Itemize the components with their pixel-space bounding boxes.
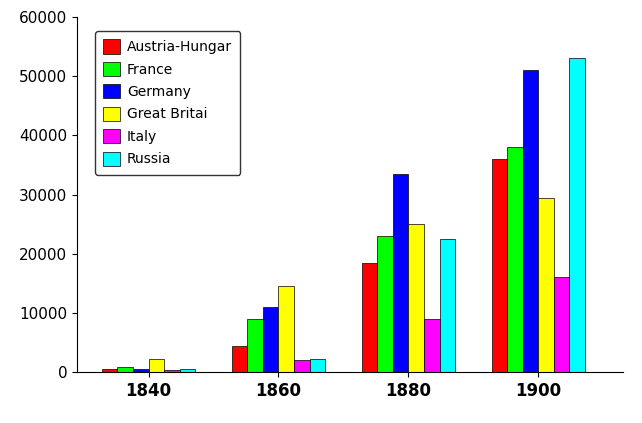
Bar: [309, 359, 325, 372]
Bar: [393, 174, 408, 372]
Bar: [232, 346, 247, 372]
Bar: [294, 360, 309, 372]
Bar: [164, 371, 180, 372]
Legend: Austria-Hungar, France, Germany, Great Britai, Italy, Russia: Austria-Hungar, France, Germany, Great B…: [95, 31, 240, 175]
Bar: [408, 224, 424, 372]
Bar: [440, 239, 455, 372]
Bar: [554, 277, 569, 372]
Bar: [538, 198, 554, 372]
Bar: [101, 369, 117, 372]
Bar: [263, 307, 279, 372]
Bar: [148, 359, 164, 372]
Bar: [569, 58, 585, 372]
Bar: [507, 147, 523, 372]
Bar: [424, 319, 440, 372]
Bar: [247, 319, 263, 372]
Bar: [180, 369, 195, 372]
Bar: [523, 70, 538, 372]
Bar: [279, 286, 294, 372]
Bar: [377, 236, 393, 372]
Bar: [361, 263, 377, 372]
Bar: [117, 367, 133, 372]
Bar: [492, 159, 507, 372]
Bar: [133, 369, 148, 372]
